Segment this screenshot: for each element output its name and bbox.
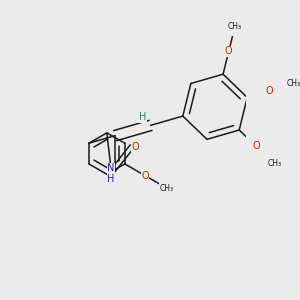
Text: H: H	[107, 174, 115, 184]
Text: CH₃: CH₃	[160, 184, 174, 193]
Text: CH₃: CH₃	[267, 159, 281, 168]
Text: CH₃: CH₃	[228, 22, 242, 32]
Text: O: O	[131, 142, 139, 152]
Text: N: N	[107, 163, 115, 173]
Text: O: O	[266, 86, 274, 96]
Text: CH₃: CH₃	[287, 80, 300, 88]
Text: O: O	[225, 46, 232, 56]
Text: O: O	[141, 171, 149, 181]
Text: H: H	[139, 112, 146, 122]
Text: O: O	[252, 141, 260, 151]
